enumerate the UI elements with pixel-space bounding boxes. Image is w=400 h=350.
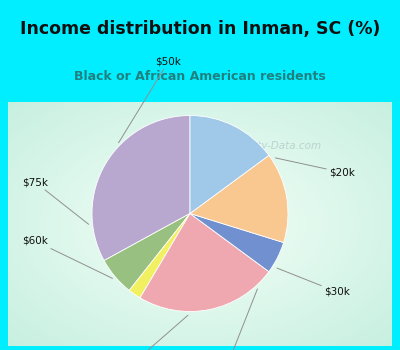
Text: $20k: $20k bbox=[275, 158, 355, 177]
Wedge shape bbox=[190, 155, 288, 243]
Wedge shape bbox=[140, 214, 269, 312]
Text: $10k: $10k bbox=[123, 315, 188, 350]
Wedge shape bbox=[190, 214, 284, 272]
Wedge shape bbox=[129, 214, 190, 298]
Wedge shape bbox=[92, 116, 190, 261]
Text: $75k: $75k bbox=[22, 177, 89, 224]
Text: $60k: $60k bbox=[22, 236, 112, 278]
Text: $125k: $125k bbox=[211, 289, 258, 350]
Text: $30k: $30k bbox=[277, 268, 350, 297]
Text: Income distribution in Inman, SC (%): Income distribution in Inman, SC (%) bbox=[20, 20, 380, 38]
Text: $50k: $50k bbox=[118, 57, 181, 143]
Wedge shape bbox=[104, 214, 190, 290]
Wedge shape bbox=[190, 116, 269, 214]
Text: Black or African American residents: Black or African American residents bbox=[74, 70, 326, 83]
Text: City-Data.com: City-Data.com bbox=[248, 141, 322, 150]
